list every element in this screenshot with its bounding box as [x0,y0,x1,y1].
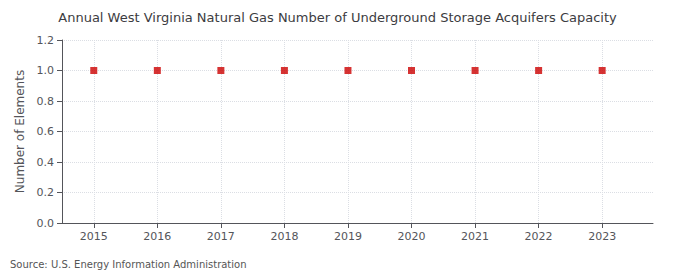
svg-text:2015: 2015 [80,230,108,243]
svg-text:2016: 2016 [143,230,171,243]
svg-text:2020: 2020 [398,230,426,243]
svg-text:2023: 2023 [588,230,616,243]
svg-text:0.6: 0.6 [37,125,55,138]
svg-text:1.2: 1.2 [37,34,55,47]
svg-text:Source: U.S. Energy Informatio: Source: U.S. Energy Information Administ… [10,259,247,270]
svg-text:1.0: 1.0 [37,64,55,77]
svg-text:2019: 2019 [334,230,362,243]
svg-text:2022: 2022 [525,230,553,243]
svg-text:2018: 2018 [270,230,298,243]
svg-text:0.0: 0.0 [37,217,55,230]
svg-text:Number of Elements: Number of Elements [13,70,27,193]
svg-text:2017: 2017 [207,230,235,243]
svg-text:0.4: 0.4 [37,156,55,169]
svg-text:0.2: 0.2 [37,186,55,199]
svg-text:2021: 2021 [461,230,489,243]
svg-text:0.8: 0.8 [37,95,55,108]
svg-text:Annual West Virginia Natural G: Annual West Virginia Natural Gas Number … [58,10,617,25]
